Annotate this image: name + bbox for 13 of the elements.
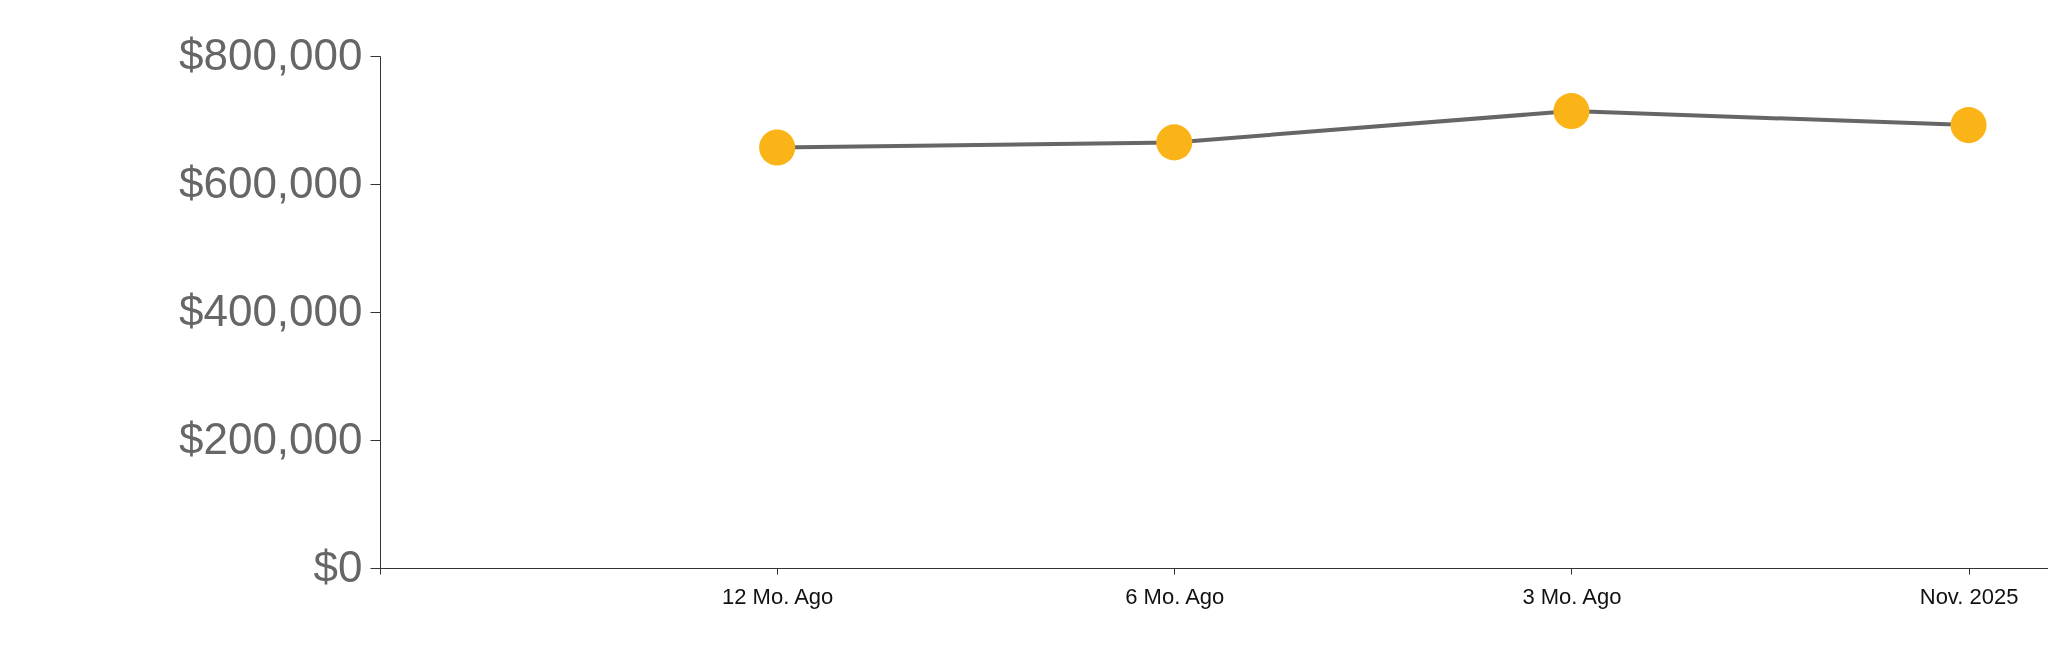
y-tick-label: $400,000 xyxy=(178,285,363,335)
y-tick-label: $200,000 xyxy=(178,413,363,463)
point xyxy=(1553,93,1590,130)
point xyxy=(759,129,796,166)
x-tick-label: 6 Mo. Ago xyxy=(1125,583,1225,609)
x-tick-label: Nov. 2025 xyxy=(1919,583,2019,609)
y-tick-label: $0 xyxy=(313,541,363,591)
y-tick-label: $800,000 xyxy=(178,29,363,79)
point xyxy=(1950,107,1987,144)
x-tick-label: 3 Mo. Ago xyxy=(1522,583,1622,609)
y-tick-label: $600,000 xyxy=(178,157,363,207)
point xyxy=(1156,124,1193,161)
x-tick-label: 12 Mo. Ago xyxy=(721,583,834,609)
